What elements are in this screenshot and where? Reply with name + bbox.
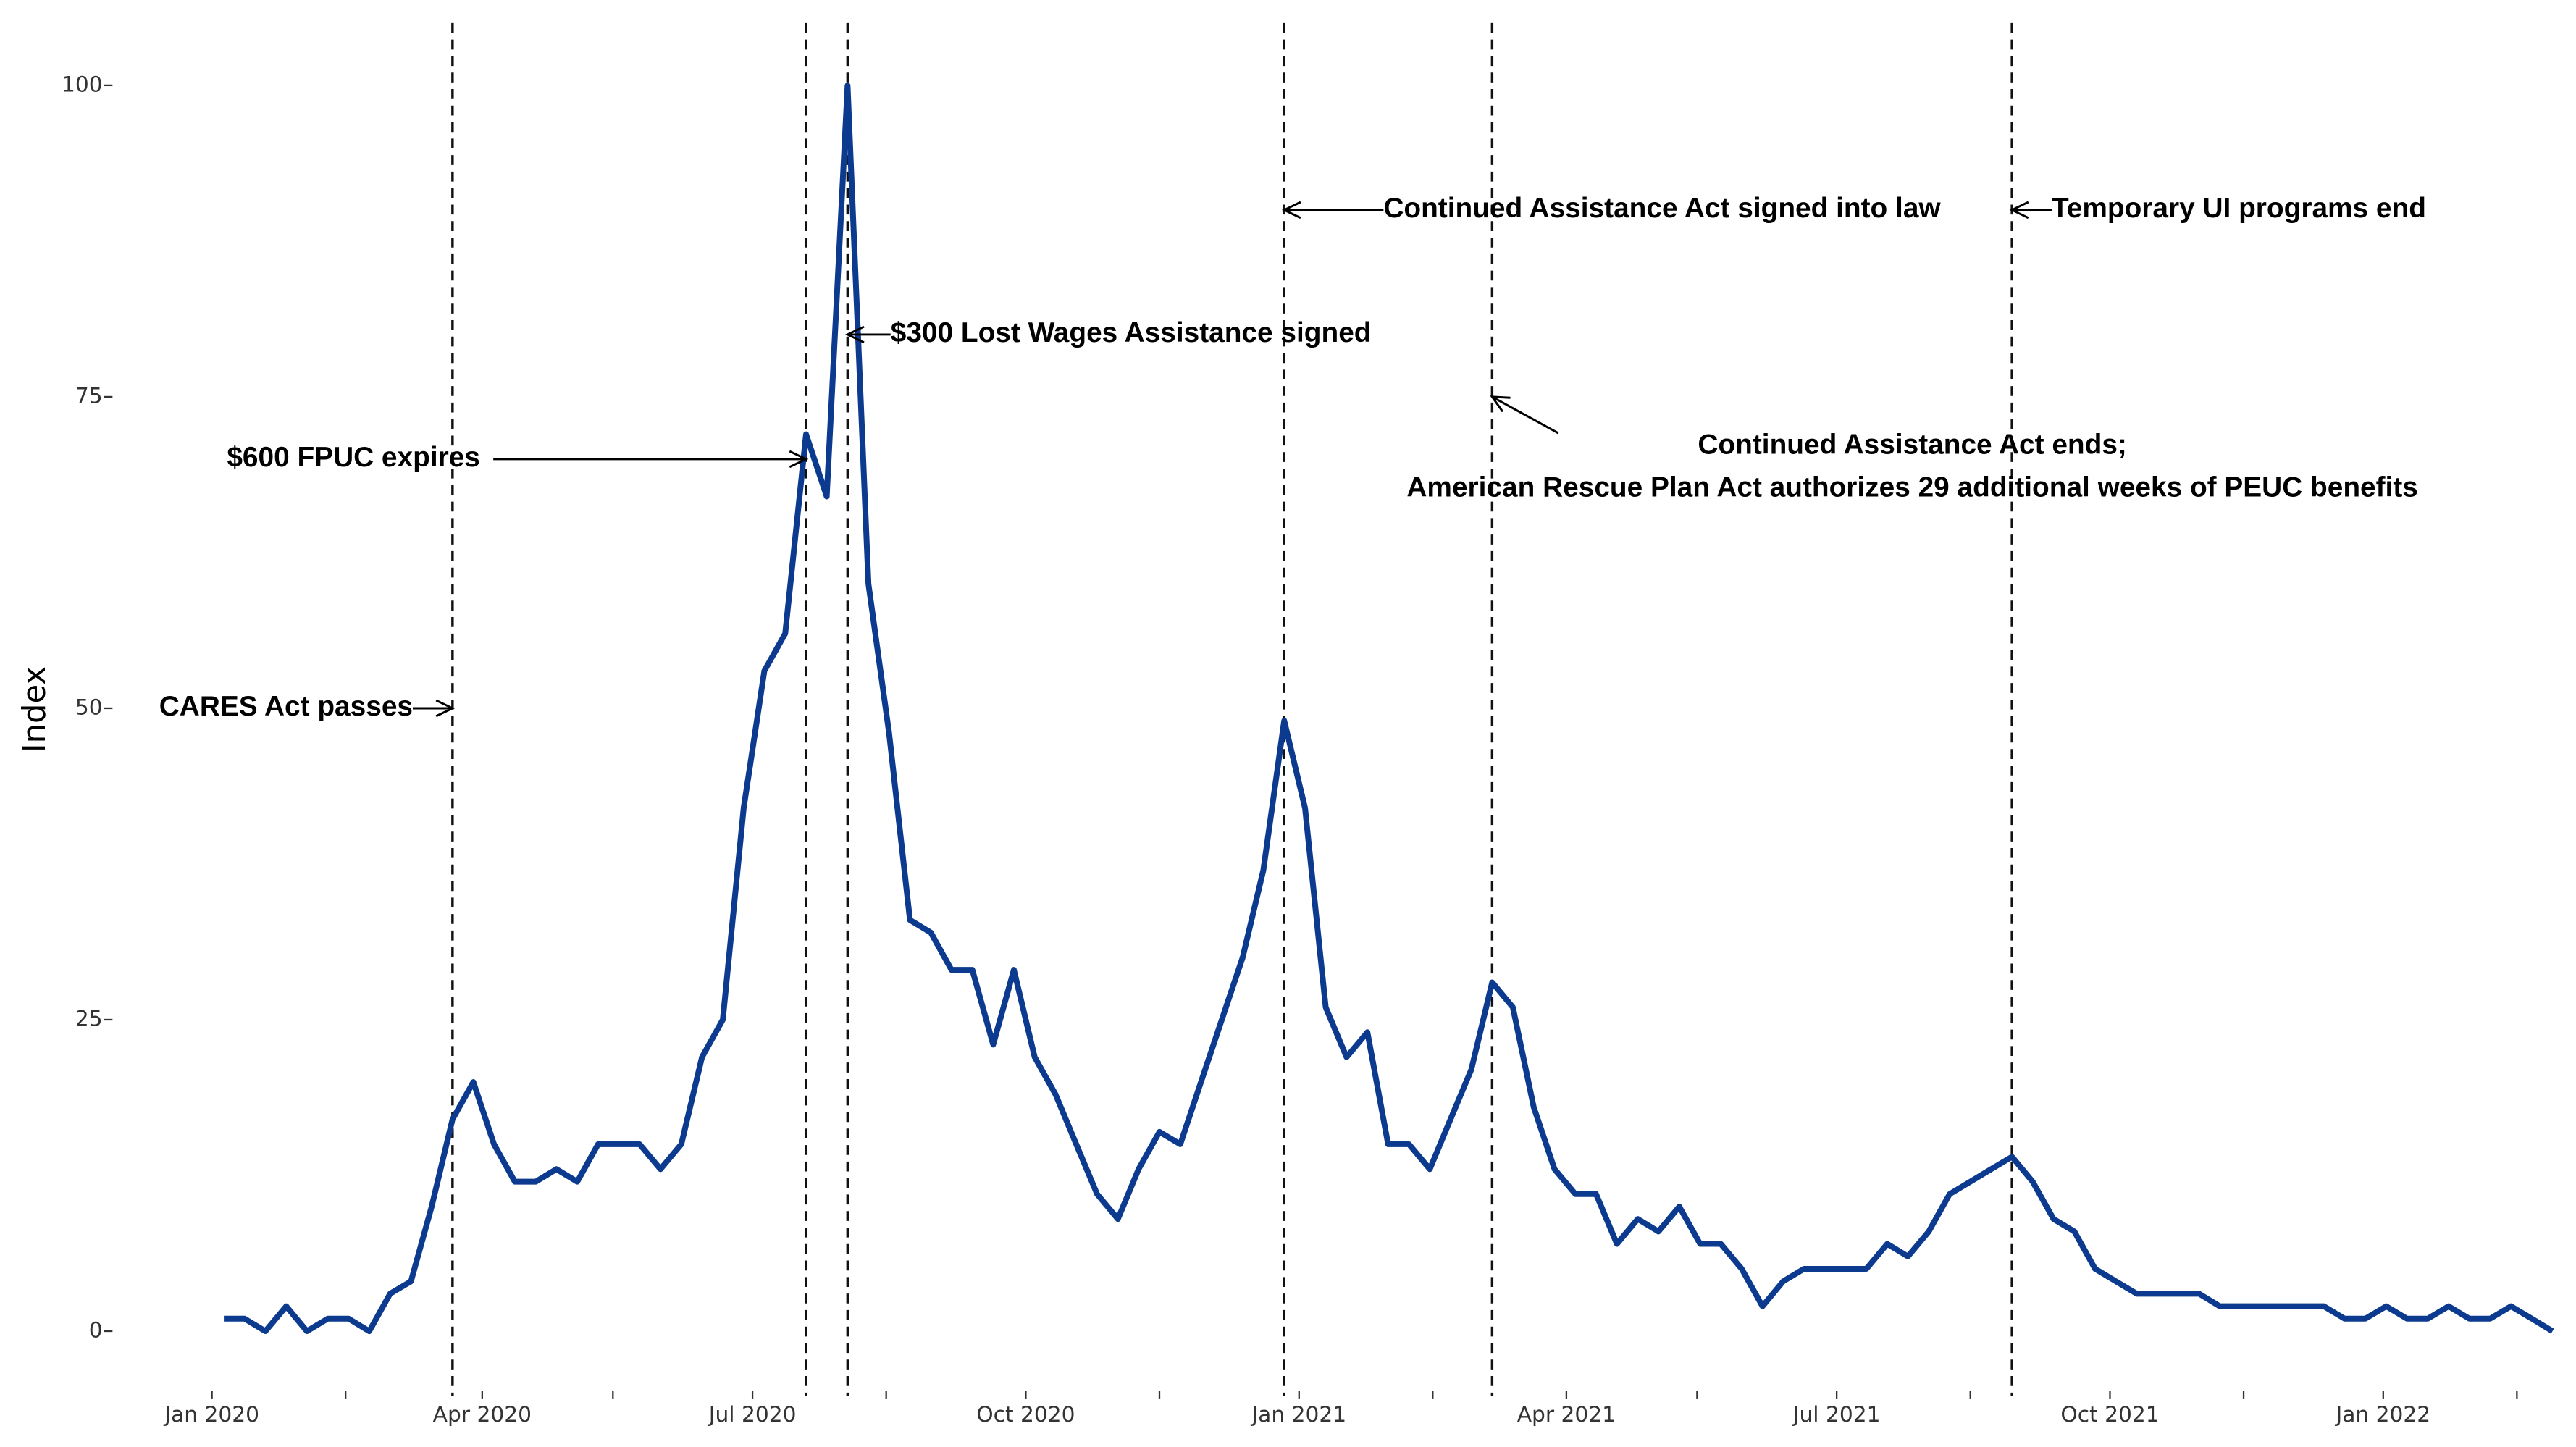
data-line <box>224 83 2554 1335</box>
arrow-head <box>1281 201 1301 219</box>
y-axis-label: Index <box>17 666 53 752</box>
x-tick-label: Apr 2021 <box>1517 1401 1616 1427</box>
x-tick-label: Oct 2021 <box>2060 1401 2159 1427</box>
annotation: Continued Assistance Act ends; <box>1698 429 2126 461</box>
x-tick-label: Oct 2020 <box>976 1401 1075 1427</box>
x-tick-label: Jan 2022 <box>2334 1401 2430 1427</box>
annotation: American Rescue Plan Act authorizes 29 a… <box>1406 472 2417 503</box>
x-tick-label: Jan 2020 <box>163 1401 259 1427</box>
annotation: $600 FPUC expires <box>227 442 480 473</box>
x-tick-label: Apr 2020 <box>433 1401 532 1427</box>
annotation: CARES Act passes <box>159 691 413 722</box>
x-tick-label: Jul 2021 <box>1792 1401 1881 1427</box>
x-tick-label: Jan 2021 <box>1250 1401 1346 1427</box>
y-tick-label: 100 <box>62 71 103 96</box>
annotation: Continued Assistance Act signed into law <box>1383 193 1941 224</box>
arrow-head <box>1490 395 1511 413</box>
arrow-head <box>789 450 809 469</box>
arrow-head <box>435 699 456 718</box>
y-tick-label: 50 <box>75 694 103 719</box>
arrow-head <box>844 325 865 344</box>
y-tick-label: 25 <box>75 1006 103 1031</box>
x-tick-label: Jul 2020 <box>708 1401 797 1427</box>
y-tick-label: 75 <box>75 382 103 408</box>
annotation-arrow <box>1491 395 1559 435</box>
annotation: Temporary UI programs end <box>2052 193 2426 224</box>
annotation: $300 Lost Wages Assistance signed <box>891 317 1372 348</box>
arrow-head <box>2009 201 2029 219</box>
y-tick-label: 0 <box>89 1317 103 1343</box>
